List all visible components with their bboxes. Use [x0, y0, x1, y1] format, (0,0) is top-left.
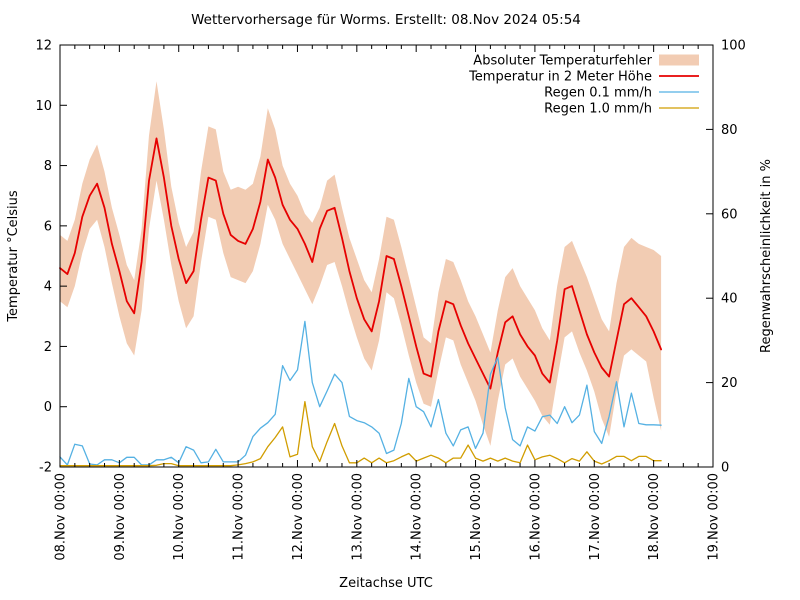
y-left-tick-label: 12	[35, 39, 52, 54]
legend-item: Temperatur in 2 Meter Höhe	[468, 70, 699, 85]
y-right-tick-label: 100	[721, 39, 746, 54]
data-series	[59, 137, 662, 467]
x-tick-label: 17.Nov 00:00	[588, 473, 603, 561]
x-tick-label: 18.Nov 00:00	[647, 473, 662, 561]
x-tick-label: 19.Nov 00:00	[707, 473, 722, 561]
y-right-tick-label: 60	[721, 207, 738, 222]
legend-label: Regen 1.0 mm/h	[544, 102, 652, 117]
legend-item: Regen 1.0 mm/h	[544, 102, 699, 117]
y-right-axis-title: Regenwahrscheinlichkeit in %	[759, 159, 774, 353]
y-left-tick-label: 6	[44, 219, 52, 234]
legend-label: Temperatur in 2 Meter Höhe	[468, 70, 652, 85]
y-right-tick-label: 40	[721, 292, 738, 307]
y-axis-tick-labels: -2 0 2 4 6 8 10 12 0 20 40 60 80 100	[35, 39, 745, 476]
rain-01-line	[59, 320, 662, 466]
y-left-tick-label: 8	[44, 159, 52, 174]
y-left-axis-title: Temperatur °Celsius	[6, 190, 21, 323]
y-right-tick-label: 20	[721, 376, 738, 391]
x-axis-title: Zeitachse UTC	[339, 576, 433, 591]
rain-10-line	[59, 400, 662, 467]
y-right-tick-label: 0	[721, 461, 729, 476]
temperature-line	[59, 137, 662, 390]
y-left-tick-label: 4	[44, 280, 52, 295]
y-left-tick-label: 0	[44, 400, 52, 415]
y-right-tick-label: 80	[721, 123, 738, 138]
temperature-error-band	[60, 81, 662, 446]
x-tick-label: 16.Nov 00:00	[528, 473, 543, 561]
x-tick-label: 12.Nov 00:00	[291, 473, 306, 561]
legend-item: Absoluter Temperaturfehler	[473, 54, 699, 69]
x-axis-tick-labels: 08.Nov 00:00 09.Nov 00:00 10.Nov 00:00 11.N…	[54, 473, 722, 561]
x-tick-label: 10.Nov 00:00	[172, 473, 187, 561]
x-tick-label: 14.Nov 00:00	[410, 473, 425, 561]
y-left-tick-label: -2	[39, 461, 52, 476]
y-left-tick-label: 10	[35, 99, 52, 114]
chart-title: Wettervorhersage für Worms. Erstellt: 08…	[191, 12, 581, 28]
axis-ticks	[59, 44, 714, 468]
x-tick-label: 08.Nov 00:00	[54, 473, 69, 561]
legend-label: Regen 0.1 mm/h	[544, 86, 652, 101]
legend-band-swatch	[659, 54, 699, 66]
temperature-error-band-series	[60, 81, 662, 446]
x-tick-label: 09.Nov 00:00	[113, 473, 128, 561]
x-tick-label: 15.Nov 00:00	[469, 473, 484, 561]
legend-item: Regen 0.1 mm/h	[544, 86, 699, 101]
x-tick-label: 11.Nov 00:00	[232, 473, 247, 561]
y-left-tick-label: 2	[44, 340, 52, 355]
legend-label: Absoluter Temperaturfehler	[473, 54, 652, 69]
x-tick-label: 13.Nov 00:00	[350, 473, 365, 561]
